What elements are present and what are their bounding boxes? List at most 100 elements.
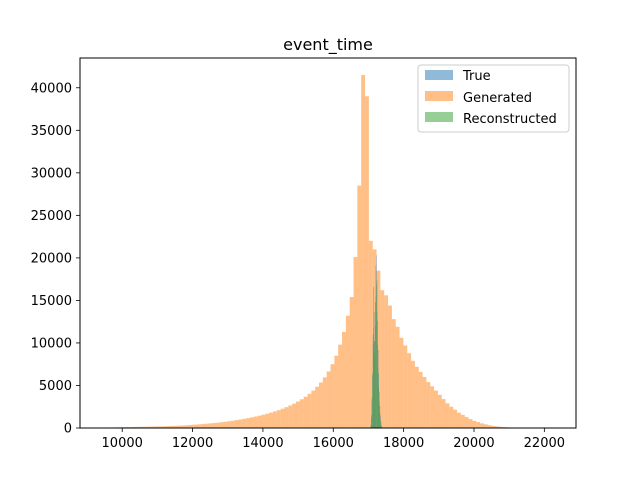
bar-generated-64	[353, 257, 358, 428]
series-reconstructed	[370, 284, 382, 428]
bar-generated-24	[200, 424, 204, 428]
bar-reconstructed-3	[372, 372, 373, 428]
x-tick-label: 22000	[524, 436, 565, 451]
y-tick-label: 35000	[31, 124, 72, 139]
bar-generated-49	[296, 401, 300, 428]
bar-generated-66	[361, 75, 366, 428]
bar-generated-42	[269, 412, 274, 428]
bar-generated-17	[173, 425, 178, 428]
bar-generated-77	[403, 345, 408, 428]
y-tick-label: 0	[64, 422, 72, 437]
bar-generated-16	[169, 425, 174, 428]
bar-generated-82	[422, 376, 427, 428]
bar-reconstructed-6	[373, 341, 375, 428]
bar-reconstructed-16	[379, 411, 381, 428]
bar-reconstructed-12	[377, 344, 378, 428]
bar-generated-11	[150, 426, 155, 428]
legend-swatch-true	[425, 70, 453, 80]
bar-generated-90	[453, 409, 458, 428]
x-tick-label: 20000	[453, 436, 494, 451]
bar-generated-23	[196, 424, 201, 428]
bar-generated-45	[280, 408, 285, 428]
bar-generated-91	[457, 412, 461, 428]
bar-generated-40	[261, 414, 266, 428]
bar-generated-100	[491, 425, 496, 428]
bar-generated-74	[391, 319, 396, 428]
bar-generated-28	[215, 422, 220, 428]
series-generated	[108, 75, 553, 428]
chart-title: event_time	[283, 35, 373, 55]
bar-generated-20	[184, 425, 189, 428]
x-tick-label: 12000	[172, 436, 213, 451]
bar-generated-35	[242, 418, 247, 428]
x-tick-label: 16000	[313, 436, 354, 451]
bar-generated-9	[142, 426, 147, 428]
bar-generated-18	[177, 425, 181, 428]
bar-generated-98	[483, 424, 488, 428]
bar-reconstructed-0	[370, 424, 372, 428]
bar-reconstructed-13	[377, 368, 379, 428]
bar-generated-102	[499, 426, 504, 428]
bar-generated-52	[307, 393, 312, 428]
y-tick-label: 10000	[31, 336, 72, 351]
bar-generated-84	[430, 386, 435, 428]
bar-generated-68	[368, 240, 373, 428]
bar-generated-8	[138, 426, 143, 428]
bar-reconstructed-17	[380, 419, 381, 428]
legend-swatch-reconstructed	[425, 112, 453, 122]
bar-generated-96	[476, 422, 481, 428]
bar-generated-78	[407, 353, 412, 428]
bar-generated-89	[449, 406, 454, 428]
legend-label-generated: Generated	[463, 91, 532, 106]
bar-generated-39	[257, 415, 262, 428]
bar-generated-51	[303, 396, 308, 428]
bars-layer	[108, 75, 553, 428]
bar-generated-13	[157, 426, 162, 428]
bar-generated-87	[441, 399, 446, 428]
legend-label-true: True	[462, 69, 491, 84]
bar-generated-37	[250, 417, 254, 428]
bar-reconstructed-15	[379, 401, 380, 428]
bar-generated-54	[315, 386, 320, 428]
bar-generated-32	[230, 420, 235, 428]
y-tick-label: 40000	[31, 81, 72, 96]
bar-generated-70	[376, 270, 381, 428]
bar-reconstructed-8	[375, 325, 376, 428]
bar-generated-46	[284, 407, 289, 428]
bar-generated-69	[372, 249, 377, 428]
x-tick-label: 14000	[242, 436, 283, 451]
bar-generated-92	[460, 414, 465, 428]
bar-generated-71	[380, 290, 385, 428]
bar-generated-86	[437, 394, 442, 428]
bar-generated-15	[165, 426, 170, 428]
bar-generated-21	[188, 424, 193, 428]
legend-box	[417, 64, 570, 133]
bar-generated-99	[487, 425, 492, 428]
bar-reconstructed-11	[376, 312, 378, 428]
bar-generated-19	[180, 425, 185, 428]
bar-generated-29	[219, 422, 224, 428]
bar-generated-60	[338, 344, 343, 428]
bar-generated-65	[357, 185, 362, 428]
y-tick-label: 15000	[31, 294, 72, 309]
bar-generated-31	[227, 421, 231, 428]
bar-reconstructed-2	[371, 397, 373, 428]
bar-generated-61	[342, 331, 346, 428]
bar-generated-58	[330, 364, 335, 428]
bar-reconstructed-10	[376, 284, 377, 428]
bar-generated-59	[334, 355, 339, 428]
bar-generated-73	[388, 305, 392, 428]
bar-generated-63	[349, 297, 354, 428]
bar-reconstructed-4	[372, 344, 374, 428]
bar-generated-53	[311, 390, 316, 428]
bar-generated-88	[445, 403, 450, 428]
bar-generated-6	[131, 426, 135, 428]
bar-generated-50	[299, 399, 304, 428]
bar-generated-47	[288, 405, 293, 428]
bar-generated-25	[204, 423, 208, 428]
legend-swatch-generated	[425, 91, 453, 101]
x-tick-label: 10000	[102, 436, 143, 451]
bar-generated-44	[276, 410, 281, 428]
bar-reconstructed-14	[378, 387, 379, 428]
